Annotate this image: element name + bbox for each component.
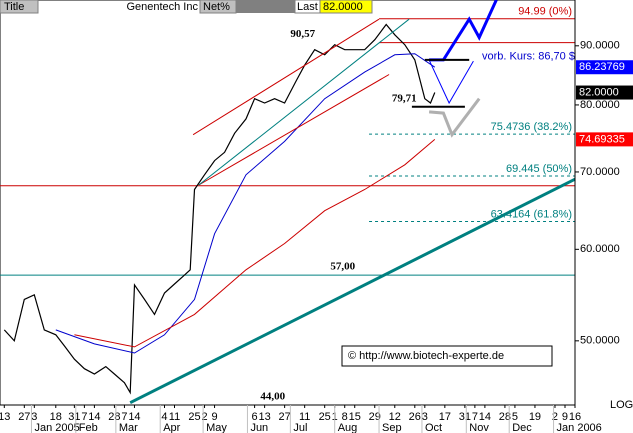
header-gap [236, 0, 295, 13]
level-label: 94.99 (0%) [518, 6, 572, 18]
x-month-label: Dec [512, 422, 532, 433]
x-month-label: Jan 2006 [557, 422, 602, 433]
x-tick-label: 13 [0, 411, 10, 423]
x-month-label: May [206, 422, 227, 433]
x-tick-label: 5 [512, 411, 518, 423]
x-tick-label: 16 [569, 411, 581, 423]
x-tick-label: 25 [188, 411, 200, 423]
x-month-label: Aug [338, 422, 358, 433]
series-line [198, 74, 390, 186]
series-line [129, 177, 576, 405]
x-tick-label: 7 [121, 411, 127, 423]
x-tick-label: 19 [529, 411, 541, 423]
annotation: vorb. Kurs: 86,70 $ [482, 50, 575, 62]
x-tick-label: 2 [552, 411, 558, 423]
x-tick-label: 6 [252, 411, 258, 423]
x-tick-label: 8 [342, 411, 348, 423]
x-month-label: Jul [293, 422, 307, 433]
x-tick-label: 27 [18, 411, 30, 423]
level-label: 69.445 (50%) [506, 163, 572, 175]
x-tick-label: 27 [279, 411, 291, 423]
series-line [198, 18, 410, 186]
scale-label: LOG [610, 399, 633, 411]
y-tick-label: 90.0000 [580, 40, 620, 52]
level-label: 75.4736 (38.2%) [491, 121, 572, 133]
header-title-box [0, 0, 39, 14]
value-box [576, 132, 633, 147]
x-tick-label: 17 [439, 411, 451, 423]
x-month-label: Feb [79, 422, 98, 433]
header-name: Genentech Inc [126, 1, 198, 13]
y-tick-label: 50.0000 [580, 335, 620, 347]
credit-box [341, 345, 553, 367]
x-tick-label: 15 [349, 411, 361, 423]
x-tick-label: 7 [472, 411, 478, 423]
x-tick-label: 11 [299, 411, 310, 423]
x-month-label: Sep [382, 422, 402, 433]
x-tick-label: 9 [211, 411, 217, 423]
header-field: Net% [203, 1, 230, 13]
x-tick-label: 9 [562, 411, 568, 423]
x-tick-label: 28 [108, 411, 120, 423]
x-month-label: Mar [119, 422, 138, 433]
series-line [74, 139, 436, 348]
x-tick-label: 11 [169, 411, 180, 423]
series-line [192, 18, 380, 136]
annotation: 44,00 [260, 391, 285, 403]
x-tick-label: 4 [161, 411, 167, 423]
value-box [576, 85, 633, 100]
header-last-label: Last [297, 1, 318, 13]
x-tick-label: 25 [319, 411, 331, 423]
x-tick-label: 7 [81, 411, 87, 423]
annotation: 90,57 [290, 28, 315, 40]
value-box [576, 60, 633, 75]
x-tick-label: 14 [88, 411, 100, 423]
annotation: 79,71 [392, 92, 417, 104]
x-month-label: Jun [250, 422, 268, 433]
x-tick-label: 13 [258, 411, 270, 423]
x-tick-label: 14 [128, 411, 140, 423]
x-tick-label: 29 [369, 411, 381, 423]
x-month-label: Oct [425, 422, 442, 433]
y-tick-label: 70.0000 [580, 166, 620, 178]
series-line [428, 97, 481, 138]
x-tick-label: 12 [389, 411, 401, 423]
header-last-value: 82.0000 [323, 1, 363, 13]
x-tick-label: 3 [31, 411, 37, 423]
y-tick-label: 80.0000 [580, 99, 620, 111]
header-last-value-box [319, 0, 373, 14]
y-tick-label: 60.0000 [580, 243, 620, 255]
x-tick-label: 28 [499, 411, 511, 423]
series-line [55, 53, 436, 354]
value-box-label: 86.23769 [579, 61, 625, 73]
x-tick-label: 14 [479, 411, 491, 423]
value-box-label: 74.69335 [579, 133, 625, 145]
x-month-label: Apr [163, 422, 180, 433]
series-line [3, 23, 436, 395]
credit: © http://www.biotech-experte.de [348, 350, 504, 362]
x-tick-label: 3 [422, 411, 428, 423]
header-title: Title [4, 1, 24, 13]
x-tick-label: 2 [201, 411, 207, 423]
x-month-label: Nov [469, 422, 489, 433]
x-month-label: Jan 2005 [34, 422, 79, 433]
annotation: 57,00 [330, 261, 355, 273]
x-tick-label: 31 [68, 411, 80, 423]
value-box-label: 82.0000 [579, 86, 619, 98]
x-tick-label: 26 [409, 411, 421, 423]
x-tick-label: 31 [459, 411, 471, 423]
x-tick-label: 18 [50, 411, 62, 423]
series-line [428, 59, 474, 105]
